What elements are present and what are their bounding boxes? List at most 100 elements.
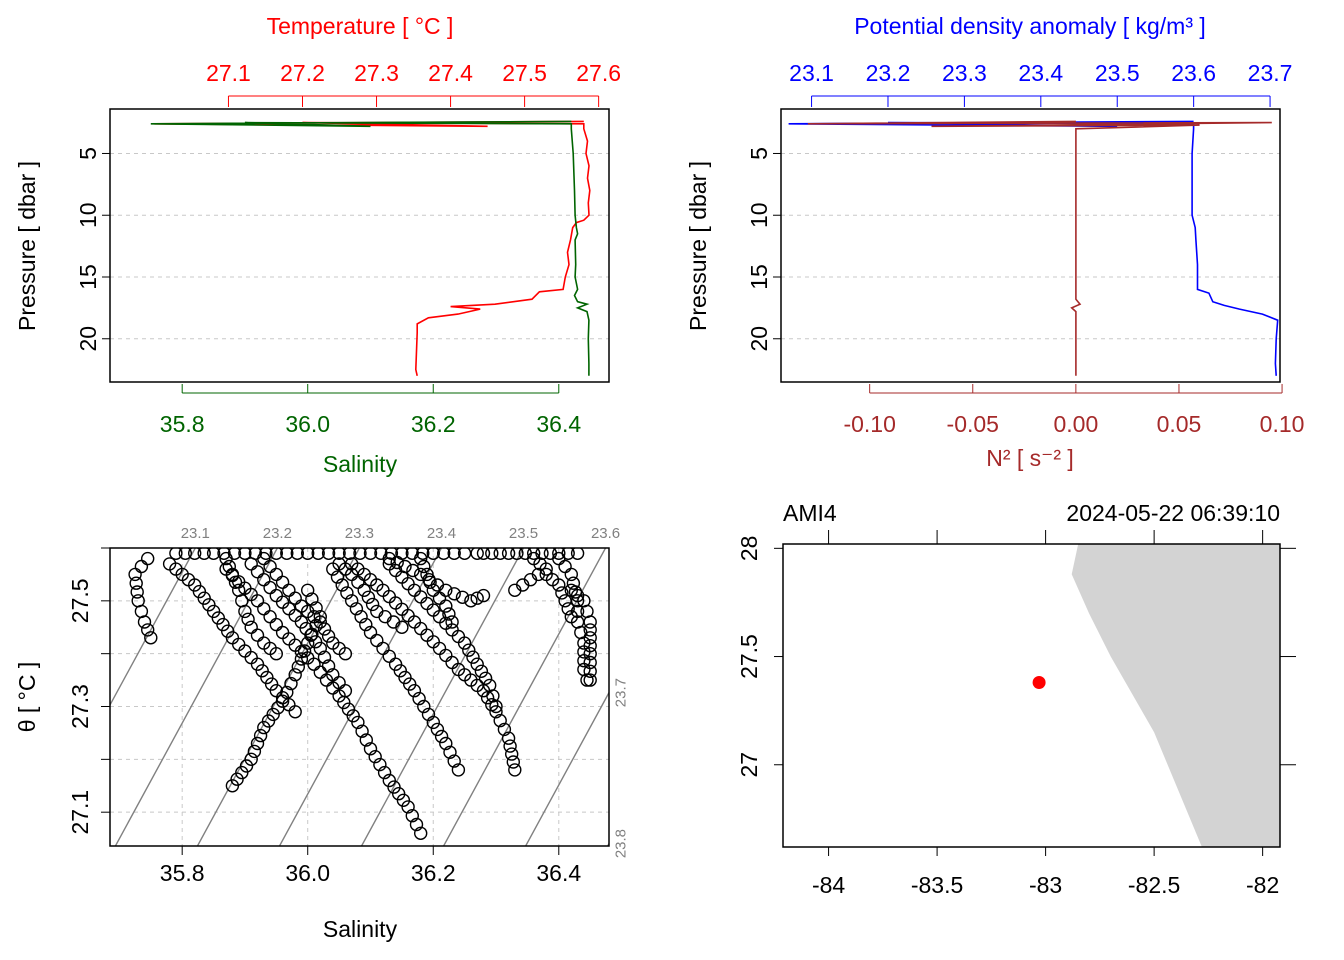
ts-point bbox=[420, 567, 434, 582]
temperature-axis: 27.1 27.2 27.3 27.4 27.5 27.6 bbox=[206, 60, 621, 107]
ts-point bbox=[269, 567, 283, 582]
ts-point bbox=[442, 607, 456, 621]
ts-point bbox=[583, 615, 597, 629]
ts-point bbox=[269, 548, 283, 560]
ts-point bbox=[445, 615, 459, 629]
ts-point bbox=[294, 652, 309, 666]
ts-point bbox=[396, 793, 411, 807]
ts-point bbox=[238, 548, 252, 560]
ts-point bbox=[313, 615, 327, 629]
ts-point bbox=[288, 705, 302, 719]
ts-point bbox=[129, 576, 143, 590]
x-tick-label: 35.8 bbox=[160, 860, 205, 886]
ts-point bbox=[506, 755, 520, 769]
series-line-temperature bbox=[154, 120, 591, 376]
pressure-axis-title: Pressure [ dbar ] bbox=[14, 161, 40, 331]
ts-point bbox=[493, 548, 507, 560]
ts-point bbox=[244, 620, 258, 634]
ts-point bbox=[188, 548, 202, 560]
ts-point bbox=[478, 671, 493, 685]
y-tick-label: 15 bbox=[746, 264, 772, 290]
ts-point bbox=[501, 731, 516, 745]
ts-point bbox=[130, 585, 144, 599]
ts-point bbox=[317, 650, 332, 664]
ts-point bbox=[313, 610, 327, 624]
ts-point bbox=[321, 548, 336, 560]
x-tick-label: -82.5 bbox=[1128, 872, 1180, 898]
y-tick-label: 27.1 bbox=[67, 790, 93, 835]
ts-point bbox=[447, 548, 461, 560]
ts-point bbox=[206, 604, 221, 619]
ts-point bbox=[420, 596, 434, 611]
ts-point bbox=[257, 602, 271, 616]
ts-point bbox=[561, 548, 575, 560]
ts-point bbox=[518, 548, 532, 560]
x-tick-label: 36.4 bbox=[536, 860, 581, 886]
plot-frame bbox=[780, 108, 1281, 383]
cast-datetime: 2024-05-22 06:39:10 bbox=[1066, 500, 1280, 526]
ts-point bbox=[211, 611, 226, 625]
ts-point bbox=[355, 724, 369, 738]
ts-point bbox=[388, 657, 403, 671]
ts-point bbox=[414, 621, 428, 636]
ts-point bbox=[493, 713, 507, 728]
isopycnal-line bbox=[442, 548, 607, 846]
density-n2-profile-panel: 23.1 23.2 23.3 23.4 23.5 23.6 23.7 -0.10 -0.05 0… bbox=[685, 13, 1304, 471]
map-axes: -84 -83.5 -83 -82.5 -82 27 27.5 28 bbox=[736, 530, 1296, 898]
theta-axis: 27.1 27.3 27.5 bbox=[67, 547, 110, 835]
density-axis-title: Potential density anomaly [ kg/m³ ] bbox=[854, 13, 1206, 39]
ts-point bbox=[342, 548, 357, 560]
ts-point bbox=[437, 548, 451, 560]
ts-point bbox=[451, 763, 466, 777]
ts-point bbox=[447, 754, 461, 768]
ts-point bbox=[250, 657, 265, 671]
ts-point bbox=[414, 826, 428, 840]
pressure-axis-title: Pressure [ dbar ] bbox=[685, 161, 711, 331]
ts-point bbox=[398, 559, 412, 574]
profile-grid bbox=[781, 152, 1280, 340]
ts-point bbox=[137, 615, 152, 629]
ts-point bbox=[505, 747, 519, 761]
isopycnal-line bbox=[110, 548, 197, 707]
isopycnal-label: 23.4 bbox=[427, 525, 456, 542]
ts-point bbox=[140, 551, 155, 566]
ts-point bbox=[405, 809, 419, 823]
ts-point bbox=[570, 548, 585, 560]
ts-point bbox=[583, 647, 597, 661]
ts-point bbox=[280, 685, 294, 700]
ts-point bbox=[583, 639, 597, 653]
y-tick-label: 20 bbox=[746, 326, 772, 352]
ts-point bbox=[228, 575, 243, 589]
series-line-salinity bbox=[150, 120, 590, 376]
ts-point bbox=[417, 699, 431, 714]
profile-grid bbox=[110, 152, 609, 340]
bottom-tick-label: 36.2 bbox=[411, 411, 456, 437]
ts-points bbox=[128, 548, 597, 840]
bottom-tick-label: 0.00 bbox=[1053, 411, 1098, 437]
ts-point bbox=[338, 647, 353, 661]
isopycnal-label: 23.1 bbox=[181, 525, 210, 542]
ts-point bbox=[332, 548, 346, 560]
profile-lines bbox=[788, 120, 1279, 376]
top-tick-label: 23.5 bbox=[1095, 60, 1140, 86]
ts-point bbox=[434, 729, 449, 744]
ts-point bbox=[392, 787, 406, 801]
ts-point bbox=[321, 659, 336, 673]
ts-point bbox=[455, 590, 470, 604]
ts-point bbox=[282, 602, 296, 616]
top-tick-label: 23.4 bbox=[1018, 60, 1063, 86]
isopycnal-label: 23.7 bbox=[613, 678, 630, 707]
ts-point bbox=[447, 587, 461, 601]
ts-point bbox=[580, 673, 594, 687]
ts-point bbox=[335, 578, 349, 592]
ts-point bbox=[543, 548, 558, 560]
ts-point bbox=[561, 602, 575, 616]
station-marker[interactable] bbox=[1032, 676, 1046, 690]
ts-point bbox=[489, 705, 503, 719]
ts-point bbox=[216, 617, 230, 632]
isopycnal-label: 23.8 bbox=[613, 829, 630, 858]
bottom-tick-label: 36.4 bbox=[536, 411, 581, 437]
ts-point bbox=[508, 583, 522, 597]
ts-point bbox=[275, 694, 290, 708]
